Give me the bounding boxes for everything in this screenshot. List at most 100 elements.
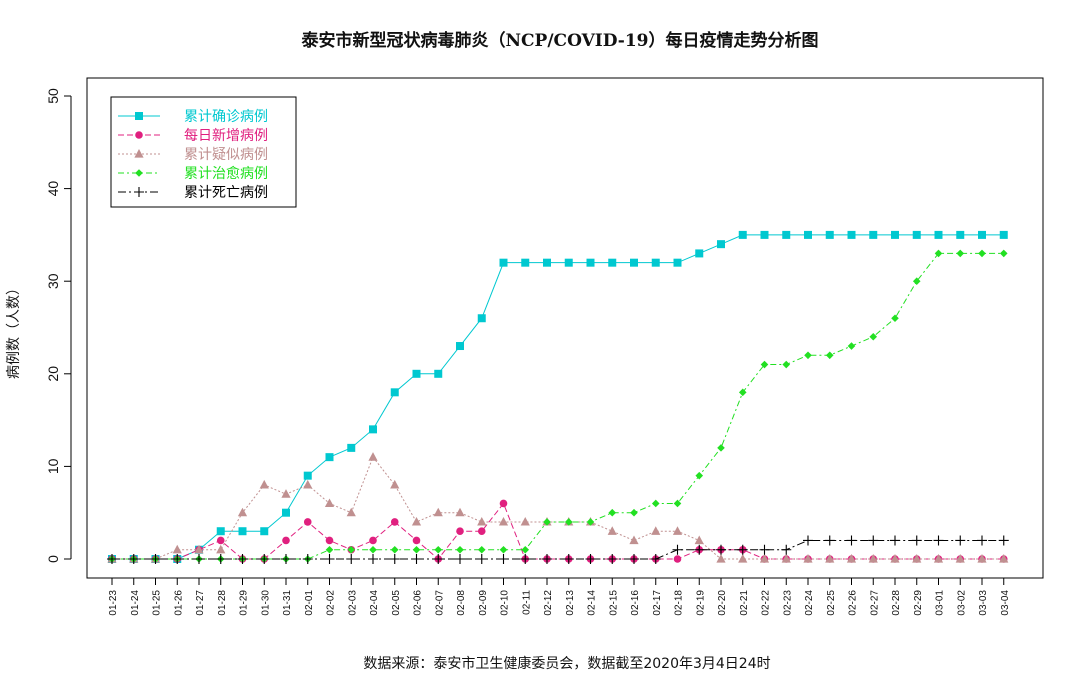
data-point — [325, 453, 334, 462]
data-point — [215, 554, 226, 564]
y-tick-label: 30 — [45, 273, 61, 289]
data-point — [781, 544, 792, 555]
data-point — [563, 554, 574, 564]
data-point — [107, 554, 117, 564]
data-point — [760, 230, 769, 239]
data-point — [542, 554, 552, 564]
legend-label: 累计确诊病例 — [184, 109, 268, 125]
legend-marker — [135, 112, 143, 120]
series-cumulative-cured — [108, 249, 1008, 563]
data-point — [759, 554, 770, 563]
x-tick-label: 02-09 — [478, 590, 489, 616]
data-point — [324, 498, 335, 508]
data-point — [846, 535, 857, 546]
data-point — [456, 527, 464, 536]
x-tick-label: 02-14 — [587, 590, 598, 616]
series-line — [112, 252, 1004, 560]
data-point — [543, 258, 551, 267]
x-tick-label: 02-20 — [717, 590, 728, 616]
data-point — [804, 351, 812, 360]
data-point — [390, 518, 399, 526]
data-point — [456, 545, 464, 554]
data-point — [651, 499, 660, 508]
data-point — [737, 544, 748, 555]
x-tick-label: 02-26 — [848, 590, 859, 616]
data-point — [804, 230, 812, 239]
data-point — [412, 545, 421, 554]
x-tick-label: 02-22 — [761, 590, 772, 616]
chart-title: 泰安市新型冠状病毒肺炎（NCP/COVID-19）每日疫情走势分析图 — [301, 30, 818, 51]
data-point — [759, 544, 770, 555]
data-point — [282, 508, 290, 517]
x-tick-label: 02-01 — [304, 590, 315, 616]
data-point — [237, 554, 248, 564]
x-tick-label: 02-11 — [521, 590, 532, 615]
series-line — [112, 456, 1004, 560]
data-point — [434, 545, 443, 554]
data-point — [260, 527, 269, 536]
data-point — [434, 369, 443, 378]
data-point — [520, 554, 531, 564]
data-point — [259, 554, 270, 564]
x-tick-label: 02-15 — [608, 590, 619, 616]
x-tick-label: 02-13 — [565, 590, 576, 616]
x-tick-label: 03-01 — [935, 590, 946, 616]
x-tick-label: 01-24 — [130, 590, 141, 616]
data-point — [455, 507, 465, 517]
data-point — [499, 258, 508, 267]
y-axis: 0 10 20 30 40 50 — [45, 88, 72, 563]
data-point — [956, 230, 965, 239]
data-point — [608, 508, 617, 517]
data-point — [650, 554, 661, 564]
x-tick-label: 02-05 — [391, 590, 402, 616]
data-point — [717, 444, 725, 452]
x-tick-label: 01-30 — [260, 590, 271, 616]
data-point — [956, 249, 965, 258]
data-point — [846, 554, 857, 563]
x-tick-label: 02-23 — [782, 590, 793, 616]
data-point — [412, 369, 421, 378]
data-point — [216, 527, 225, 536]
legend-marker — [134, 187, 144, 197]
x-tick-label: 02-10 — [500, 590, 511, 616]
legend-item-daily-new: 每日新增病例 — [118, 128, 268, 144]
data-point — [630, 258, 638, 267]
legend-item-cumulative-confirmed: 累计确诊病例 — [118, 109, 268, 125]
data-point — [368, 452, 378, 461]
x-tick-label: 03-03 — [978, 590, 989, 616]
x-tick-label: 02-19 — [695, 590, 706, 616]
data-point — [672, 526, 683, 535]
x-axis: 01-23 01-24 01-25 01-26 01-27 01-28 01-29 01-30… — [108, 577, 1011, 616]
series-cumulative-confirmed — [108, 230, 1008, 563]
x-tick-label: 02-12 — [543, 590, 554, 616]
data-point — [977, 554, 987, 563]
data-point — [586, 258, 595, 267]
data-point — [911, 535, 922, 546]
data-point — [498, 516, 509, 526]
legend-item-cumulative-deaths: 累计死亡病例 — [118, 185, 268, 201]
y-axis-label: 病例数（人数） — [6, 281, 22, 379]
data-point — [369, 545, 377, 554]
y-tick-label: 40 — [45, 181, 61, 197]
y-tick-label: 10 — [45, 458, 61, 474]
data-point — [282, 536, 290, 545]
data-point — [390, 545, 399, 554]
x-tick-label: 01-26 — [173, 590, 184, 616]
data-point — [803, 554, 813, 563]
data-point — [868, 535, 879, 546]
data-point — [695, 471, 704, 480]
data-point — [347, 545, 356, 554]
data-point — [303, 471, 312, 480]
data-point — [390, 388, 399, 397]
legend-marker — [134, 149, 144, 158]
data-point — [520, 516, 530, 526]
data-point — [433, 507, 443, 517]
data-point — [782, 230, 791, 239]
x-tick-label: 01-29 — [239, 590, 250, 616]
data-point — [630, 508, 638, 517]
data-point — [934, 230, 943, 239]
series-cumulative-deaths — [107, 535, 1009, 564]
data-point — [586, 518, 595, 526]
data-point — [564, 258, 573, 267]
data-point — [673, 258, 682, 267]
